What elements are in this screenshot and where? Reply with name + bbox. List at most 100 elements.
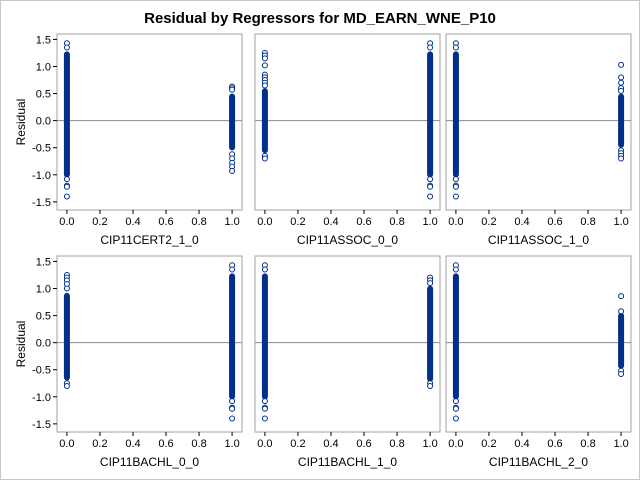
x-tick-label: 0.0 — [448, 438, 463, 450]
panel-3-plot-area — [445, 33, 632, 211]
residual-point — [63, 44, 70, 51]
residual-point-cluster — [452, 51, 459, 178]
x-axis-label: CIP11BACHL_2_0 — [489, 455, 588, 469]
residual-point — [261, 82, 268, 89]
x-tick-label: 0.0 — [257, 438, 272, 450]
y-tick-label: -1.5 — [32, 197, 51, 209]
residual-point-cluster — [229, 273, 236, 400]
x-tick-label: 0.2 — [290, 438, 305, 450]
x-tick-label: 0.8 — [580, 438, 595, 450]
residual-point — [452, 176, 459, 183]
x-tick-label: 0.6 — [158, 216, 173, 228]
x-axis-label: CIP11BACHL_1_0 — [298, 455, 397, 469]
x-tick-label: 0.8 — [191, 438, 206, 450]
residual-point — [452, 44, 459, 51]
y-axis-label: Residual — [14, 321, 28, 368]
residual-point — [63, 176, 70, 183]
residual-point-cluster — [618, 93, 625, 148]
x-axis-label: CIP11ASSOC_0_0 — [297, 233, 398, 247]
residual-point — [618, 371, 625, 378]
x-tick-label: 0.2 — [92, 216, 107, 228]
residual-point — [229, 398, 236, 405]
residual-point-cluster — [427, 51, 434, 178]
x-tick-label: 0.2 — [92, 438, 107, 450]
chart-title: Residual by Regressors for MD_EARN_WNE_P… — [144, 10, 496, 27]
panel-5-plot-area — [254, 255, 441, 433]
residual-point — [229, 266, 236, 273]
x-tick-label: 0.4 — [323, 216, 338, 228]
residual-point — [229, 86, 236, 93]
residual-point — [452, 398, 459, 405]
residual-point — [618, 87, 625, 94]
y-tick-label: 1.5 — [36, 34, 51, 46]
x-tick-label: 0.0 — [59, 438, 74, 450]
x-tick-label: 1.0 — [224, 438, 239, 450]
x-tick-label: 0.4 — [514, 216, 529, 228]
x-tick-label: 0.6 — [356, 438, 371, 450]
y-tick-label: 1.0 — [36, 61, 51, 73]
x-tick-label: 1.0 — [613, 438, 628, 450]
residual-point-cluster — [63, 51, 70, 178]
residual-point — [229, 168, 236, 175]
residual-point — [229, 405, 236, 412]
y-tick-label: -1.0 — [32, 170, 51, 182]
x-tick-label: 0.6 — [547, 438, 562, 450]
x-tick-label: 0.4 — [125, 438, 140, 450]
residual-point — [261, 62, 268, 69]
residual-point-cluster — [452, 273, 459, 400]
residual-point-cluster — [618, 312, 625, 369]
y-tick-label: 0.0 — [36, 338, 51, 350]
residual-point — [618, 61, 625, 68]
residual-point — [452, 405, 459, 412]
residual-point — [261, 155, 268, 162]
x-tick-label: 0.4 — [514, 438, 529, 450]
residual-point — [452, 193, 459, 200]
residual-point — [618, 308, 625, 315]
residual-point-cluster — [427, 285, 434, 382]
residual-point — [452, 415, 459, 422]
residual-point — [261, 266, 268, 273]
x-tick-label: 0.8 — [389, 216, 404, 228]
residual-point-cluster — [261, 273, 268, 400]
y-axis-label: Residual — [14, 99, 28, 146]
y-tick-label: 0.0 — [36, 116, 51, 128]
x-tick-label: 1.0 — [422, 216, 437, 228]
residual-point — [63, 382, 70, 389]
residual-point — [229, 415, 236, 422]
residual-point — [618, 155, 625, 162]
residual-point — [452, 183, 459, 190]
y-tick-label: -0.5 — [32, 143, 51, 155]
residual-point — [618, 293, 625, 300]
x-tick-label: 0.0 — [59, 216, 74, 228]
x-tick-label: 0.6 — [356, 216, 371, 228]
panel-1-plot-area — [56, 33, 243, 211]
x-axis-label: CIP11CERT2_1_0 — [100, 233, 199, 247]
y-tick-label: -0.5 — [32, 365, 51, 377]
residual-point — [427, 280, 434, 287]
x-tick-label: 0.8 — [389, 438, 404, 450]
y-tick-label: 1.0 — [36, 283, 51, 295]
x-tick-label: 0.2 — [481, 216, 496, 228]
residual-point — [427, 382, 434, 389]
residual-point-cluster — [63, 292, 70, 381]
residual-point — [452, 266, 459, 273]
residual-point — [261, 405, 268, 412]
residual-point — [63, 183, 70, 190]
x-tick-label: 0.6 — [158, 438, 173, 450]
x-tick-label: 0.8 — [580, 216, 595, 228]
x-tick-label: 0.0 — [257, 216, 272, 228]
y-tick-label: -1.5 — [32, 419, 51, 431]
residual-point — [427, 193, 434, 200]
x-axis-label: CIP11BACHL_0_0 — [100, 455, 199, 469]
y-tick-label: 1.5 — [36, 256, 51, 268]
x-tick-label: 1.0 — [613, 216, 628, 228]
x-tick-label: 0.4 — [125, 216, 140, 228]
x-tick-label: 0.0 — [448, 216, 463, 228]
y-tick-label: 0.5 — [36, 311, 51, 323]
y-tick-label: -1.0 — [32, 392, 51, 404]
residual-point — [618, 74, 625, 81]
x-tick-label: 1.0 — [224, 216, 239, 228]
residual-point — [427, 44, 434, 51]
x-tick-label: 0.4 — [323, 438, 338, 450]
